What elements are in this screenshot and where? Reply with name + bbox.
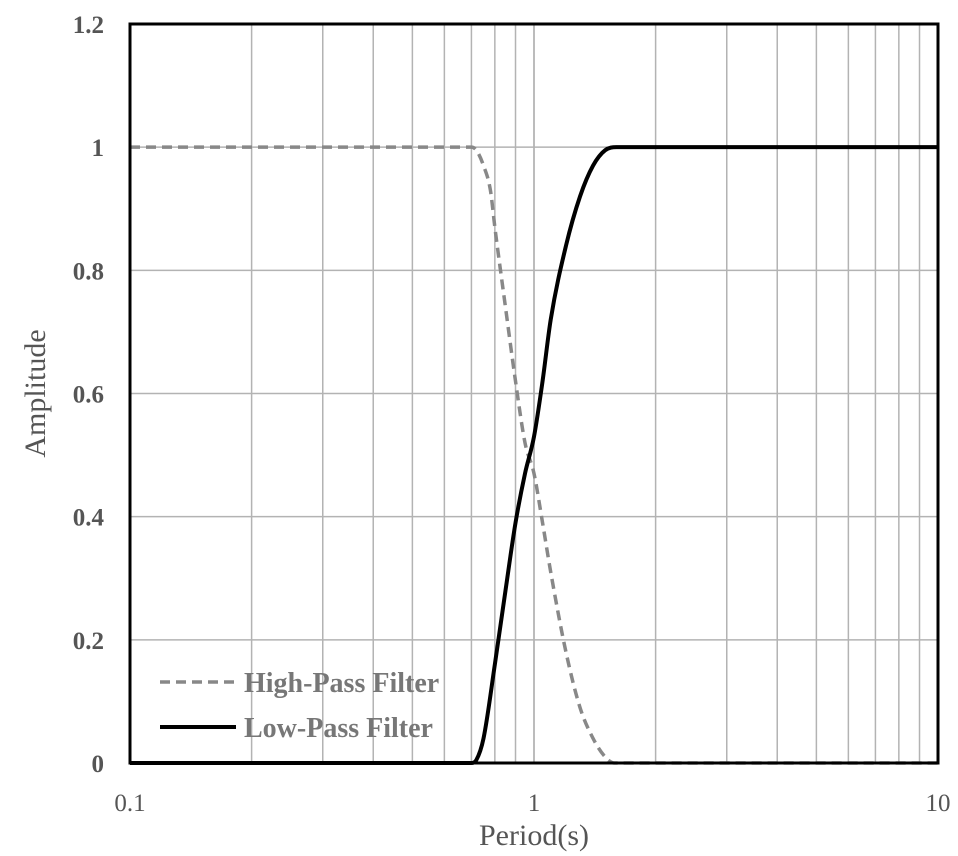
y-tick-label: 0.6 bbox=[73, 382, 104, 409]
x-tick-label: 10 bbox=[926, 790, 951, 817]
legend-label-low-pass-filter: Low-Pass Filter bbox=[244, 713, 433, 744]
x-tick-label: 1 bbox=[528, 790, 541, 817]
x-axis-label: Period(s) bbox=[479, 819, 589, 852]
grid bbox=[129, 23, 939, 764]
y-tick-label: 1.2 bbox=[73, 12, 104, 39]
plot-frame bbox=[128, 22, 940, 765]
y-tick-label: 0.8 bbox=[73, 258, 104, 285]
x-tick-labels: 0.1 1 10 bbox=[114, 790, 950, 817]
low-pass-filter-line bbox=[130, 145, 938, 766]
legend: High-Pass Filter Low-Pass Filter bbox=[160, 668, 439, 744]
y-tick-label: 0.2 bbox=[73, 628, 104, 655]
y-tick-labels: 0 0.2 0.4 0.6 0.8 1 1.2 bbox=[73, 12, 105, 778]
y-tick-label: 0 bbox=[92, 751, 105, 778]
y-tick-label: 1 bbox=[92, 135, 105, 162]
legend-label-high-pass-filter: High-Pass Filter bbox=[244, 668, 439, 699]
y-axis-label: Amplitude bbox=[19, 329, 52, 457]
y-tick-label: 0.4 bbox=[73, 505, 105, 532]
x-tick-label: 0.1 bbox=[114, 790, 145, 817]
